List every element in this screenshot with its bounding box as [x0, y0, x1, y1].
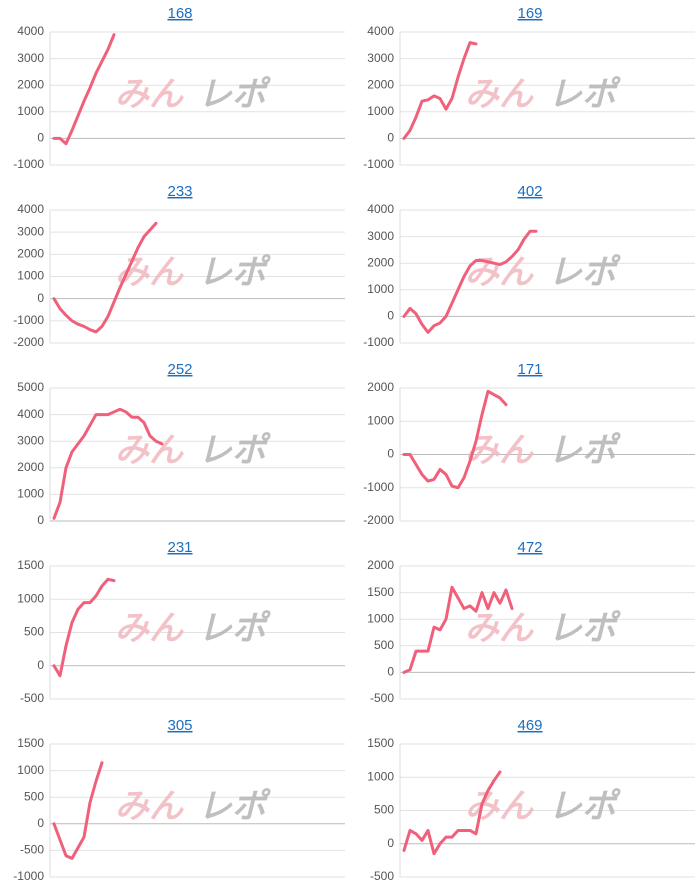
chart-title[interactable]: 252: [167, 361, 192, 378]
y-tick-label: 1000: [17, 763, 44, 777]
chart-title[interactable]: 305: [167, 717, 192, 734]
y-tick-label: -500: [20, 691, 44, 705]
y-tick-label: -1000: [363, 480, 394, 494]
y-tick-label: -1000: [363, 157, 394, 171]
y-tick-label: 4000: [367, 202, 394, 216]
watermark-right: レポ: [198, 609, 271, 649]
y-tick-label: 2000: [367, 380, 394, 394]
y-tick-label: 0: [37, 131, 44, 145]
y-tick-label: -1000: [13, 157, 44, 171]
watermark-left: みん: [465, 75, 534, 115]
y-tick-label: 0: [387, 447, 394, 461]
y-tick-label: 1000: [367, 282, 394, 296]
chart-title[interactable]: 233: [167, 183, 192, 200]
y-tick-label: 0: [37, 658, 44, 672]
y-tick-label: 1000: [17, 487, 44, 501]
watermark-right: レポ: [198, 431, 271, 471]
y-tick-label: 1500: [17, 558, 44, 572]
y-tick-label: 500: [374, 638, 394, 652]
watermark-right: レポ: [548, 609, 621, 649]
y-tick-label: 500: [24, 789, 44, 803]
chart-title[interactable]: 171: [517, 361, 542, 378]
line-series: [402, 389, 508, 490]
y-tick-label: -500: [370, 869, 394, 883]
y-tick-label: -1000: [13, 869, 44, 883]
watermark-left: みん: [115, 75, 184, 115]
y-tick-label: 2000: [367, 558, 394, 572]
watermark-right: レポ: [548, 253, 621, 293]
line-series: [52, 33, 116, 146]
y-tick-label: 3000: [367, 229, 394, 243]
y-tick-label: 1000: [17, 591, 44, 605]
line-series: [52, 407, 164, 520]
y-tick-label: 500: [24, 625, 44, 639]
chart-title[interactable]: 402: [517, 183, 542, 200]
y-tick-label: 1000: [367, 769, 394, 783]
y-tick-label: 0: [37, 816, 44, 830]
watermark-left: みん: [115, 787, 184, 827]
watermark-left: みん: [465, 609, 534, 649]
watermark-right: レポ: [198, 253, 271, 293]
watermark-right: レポ: [548, 787, 621, 827]
y-tick-label: 1000: [367, 104, 394, 118]
y-tick-label: 1000: [367, 413, 394, 427]
line-series: [52, 577, 116, 678]
y-tick-label: -1000: [13, 313, 44, 327]
watermark-left: みん: [465, 787, 534, 827]
y-tick-label: -2000: [13, 335, 44, 349]
y-tick-label: 0: [37, 513, 44, 527]
watermark-left: みん: [465, 431, 534, 471]
y-tick-label: 1000: [367, 611, 394, 625]
y-tick-label: 0: [37, 291, 44, 305]
y-tick-label: 2000: [17, 247, 44, 261]
y-tick-label: -1000: [363, 335, 394, 349]
y-tick-label: -500: [20, 843, 44, 857]
y-tick-label: 5000: [17, 380, 44, 394]
line-series: [52, 221, 158, 334]
y-tick-label: 3000: [367, 51, 394, 65]
y-tick-label: -2000: [363, 513, 394, 527]
chart-title[interactable]: 469: [517, 717, 542, 734]
y-tick-label: 1000: [17, 104, 44, 118]
y-tick-label: 2000: [17, 460, 44, 474]
chart-title[interactable]: 169: [517, 5, 542, 22]
line-series: [52, 761, 104, 860]
chart-title[interactable]: 472: [517, 539, 542, 556]
y-tick-label: -500: [370, 691, 394, 705]
y-tick-label: 4000: [367, 24, 394, 38]
y-tick-label: 500: [374, 803, 394, 817]
y-tick-label: 3000: [17, 224, 44, 238]
y-tick-label: 2000: [17, 77, 44, 91]
watermark-left: みん: [115, 609, 184, 649]
line-series: [402, 585, 514, 674]
watermark-right: レポ: [548, 431, 621, 471]
y-tick-label: 1500: [17, 736, 44, 750]
y-tick-label: 0: [387, 836, 394, 850]
watermark-right: レポ: [198, 75, 271, 115]
line-series: [402, 41, 478, 140]
line-series: [402, 770, 502, 856]
watermark-right: レポ: [198, 787, 271, 827]
chart-title[interactable]: 231: [167, 539, 192, 556]
watermark-right: レポ: [548, 75, 621, 115]
y-tick-label: 0: [387, 309, 394, 323]
y-tick-label: 4000: [17, 24, 44, 38]
y-tick-label: 0: [387, 131, 394, 145]
y-tick-label: 3000: [17, 433, 44, 447]
y-tick-label: 2000: [367, 77, 394, 91]
y-tick-label: 1500: [367, 736, 394, 750]
y-tick-label: 1000: [17, 269, 44, 283]
watermark-left: みん: [465, 253, 534, 293]
y-tick-label: 2000: [367, 255, 394, 269]
y-tick-label: 0: [387, 665, 394, 679]
y-tick-label: 4000: [17, 407, 44, 421]
y-tick-label: 1500: [367, 585, 394, 599]
y-tick-label: 4000: [17, 202, 44, 216]
chart-title[interactable]: 168: [167, 5, 192, 22]
y-tick-label: 3000: [17, 51, 44, 65]
line-series: [402, 229, 538, 334]
